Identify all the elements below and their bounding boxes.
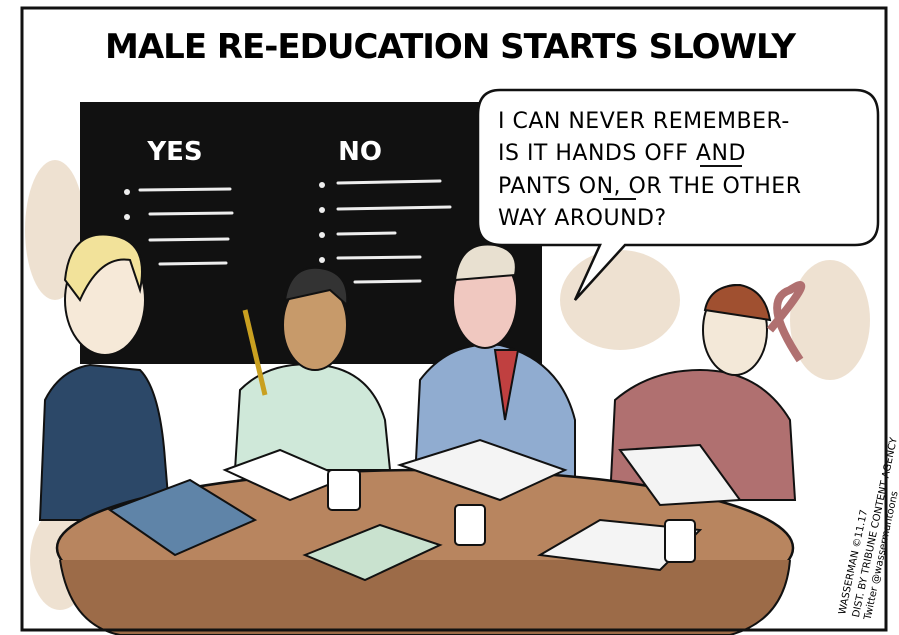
speech-line: WAY AROUND? xyxy=(498,206,667,231)
table-edge xyxy=(60,560,790,635)
speech-line: I CAN NEVER REMEMBER- xyxy=(498,109,790,134)
cartoon-title: MALE RE-EDUCATION STARTS SLOWLY xyxy=(105,27,796,67)
board-heading: NO xyxy=(338,137,382,167)
page: YES NO MALE RE-EDUCATION STARTS SLOWLY I… xyxy=(0,0,899,635)
cartoon: YES NO MALE RE-EDUCATION STARTS SLOWLY I… xyxy=(0,0,899,635)
speech-line: PANTS ON, OR THE OTHER xyxy=(498,174,801,199)
speech-line: IS IT HANDS OFF AND xyxy=(498,141,746,166)
board-heading: YES xyxy=(146,137,202,167)
